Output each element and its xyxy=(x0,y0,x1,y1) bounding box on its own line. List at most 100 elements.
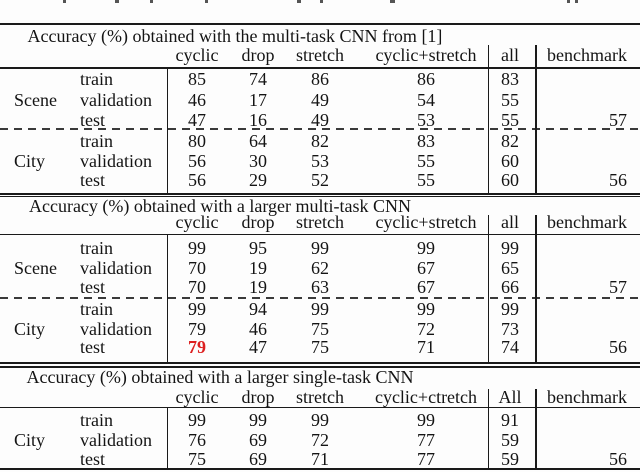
cell-value: 99 xyxy=(311,238,329,258)
row-label: test xyxy=(80,336,105,357)
table-row: City validation 76 69 72 77 59 xyxy=(0,430,640,450)
column-header: benchmark xyxy=(547,45,627,65)
column-header: benchmark xyxy=(547,386,627,407)
table-row: test 79 47 75 71 74 56 xyxy=(0,337,640,357)
group-label: Scene xyxy=(14,258,57,278)
cell-value: 56 xyxy=(609,170,627,190)
rule-horizontal xyxy=(0,67,640,69)
cell-value: 52 xyxy=(311,170,329,190)
cell-value: 71 xyxy=(417,336,435,357)
column-header: cyclic+ctretch xyxy=(374,386,478,407)
cell-value: 99 xyxy=(188,299,206,319)
cell-value: 55 xyxy=(501,110,519,130)
cell-value: 77 xyxy=(417,448,435,469)
cell-value: 49 xyxy=(311,90,329,110)
rule-vertical xyxy=(535,45,537,193)
cell-value: 72 xyxy=(417,318,435,339)
cell-value: 16 xyxy=(249,110,267,130)
cell-value: 99 xyxy=(311,409,329,430)
cell-value: 82 xyxy=(501,130,519,151)
cell-value: 47 xyxy=(188,110,206,130)
cell-value: 83 xyxy=(501,69,519,89)
cell-value: 71 xyxy=(311,448,329,469)
cropped-text-fragment xyxy=(320,0,323,3)
column-header: cyclic+stretch xyxy=(375,212,477,232)
group-label: City xyxy=(14,318,46,339)
cell-value: 95 xyxy=(249,238,267,258)
cell-value: 67 xyxy=(417,258,435,278)
cell-value: 75 xyxy=(311,318,329,339)
rule-dashed xyxy=(0,127,640,130)
table-row: test 70 19 63 67 66 57 xyxy=(0,277,640,297)
cell-value: 80 xyxy=(188,130,206,151)
rule-vertical xyxy=(535,389,537,468)
row-label: test xyxy=(80,448,105,469)
row-label: validation xyxy=(80,150,152,171)
table-row: train 99 95 99 99 99 xyxy=(0,238,640,258)
cell-value: 63 xyxy=(311,277,329,297)
row-label: train xyxy=(80,299,113,319)
cell-value: 19 xyxy=(249,258,267,278)
cell-value: 82 xyxy=(311,130,329,151)
rule-vertical xyxy=(487,215,489,363)
cropped-text-fragment xyxy=(63,0,66,3)
cell-value: 46 xyxy=(249,318,267,339)
rule-vertical xyxy=(166,234,168,363)
row-label: test xyxy=(80,110,105,130)
column-header: stretch xyxy=(296,45,344,65)
table-header-row: cyclic drop stretch cyclic+stretch all b… xyxy=(0,45,640,65)
cell-value: 46 xyxy=(188,90,206,110)
cell-value: 59 xyxy=(501,429,519,450)
row-label: test xyxy=(80,277,105,297)
row-label: validation xyxy=(80,258,152,278)
cell-value: 77 xyxy=(417,429,435,450)
cell-value: 55 xyxy=(417,170,435,190)
cell-value: 19 xyxy=(249,277,267,297)
rule-vertical xyxy=(535,215,537,363)
row-label: test xyxy=(80,170,105,190)
cell-value: 69 xyxy=(249,448,267,469)
row-label: train xyxy=(80,69,113,89)
cell-value: 56 xyxy=(609,336,627,357)
table-row: City validation 79 46 75 72 73 xyxy=(0,319,640,339)
cell-value: 99 xyxy=(417,409,435,430)
cell-value: 79 xyxy=(188,318,206,339)
table-row: train 80 64 82 83 82 xyxy=(0,131,640,151)
column-header: cyclic xyxy=(175,212,219,232)
row-label: train xyxy=(80,130,113,151)
table-header-row: cyclic drop stretch cyclic+ctretch All b… xyxy=(0,387,640,407)
cell-value: 91 xyxy=(501,409,519,430)
cell-value: 94 xyxy=(249,299,267,319)
cell-value: 55 xyxy=(417,150,435,171)
cell-value: 53 xyxy=(311,150,329,171)
cell-value: 66 xyxy=(501,277,519,297)
cell-value: 85 xyxy=(188,69,206,89)
cropped-text-fragment xyxy=(150,0,153,3)
group-label: City xyxy=(14,429,46,450)
cell-value: 57 xyxy=(609,110,627,130)
column-header: drop xyxy=(241,386,275,407)
cell-value: 74 xyxy=(249,69,267,89)
cell-value: 69 xyxy=(249,429,267,450)
rule-horizontal xyxy=(0,233,640,236)
column-header: stretch xyxy=(296,386,344,407)
table-row: City validation 56 30 53 55 60 xyxy=(0,151,640,171)
group-label: City xyxy=(14,150,46,171)
cropped-text-fragment xyxy=(115,0,119,3)
cell-value: 59 xyxy=(501,448,519,469)
rule-horizontal xyxy=(0,362,640,364)
cell-value: 70 xyxy=(188,258,206,278)
cell-value: 55 xyxy=(501,90,519,110)
cropped-text-fragment xyxy=(390,0,395,3)
table-row: test 47 16 49 53 55 57 xyxy=(0,110,640,130)
rule-vertical xyxy=(487,389,489,468)
row-label: validation xyxy=(80,318,152,339)
cell-value: 56 xyxy=(188,150,206,171)
rule-horizontal xyxy=(0,192,640,195)
cell-value: 75 xyxy=(311,336,329,357)
cropped-text-fragment xyxy=(575,0,578,3)
table-row: test 56 29 52 55 60 56 xyxy=(0,170,640,190)
column-header: All xyxy=(498,386,522,407)
cell-value: 56 xyxy=(188,170,206,190)
cell-value: 30 xyxy=(249,150,267,171)
